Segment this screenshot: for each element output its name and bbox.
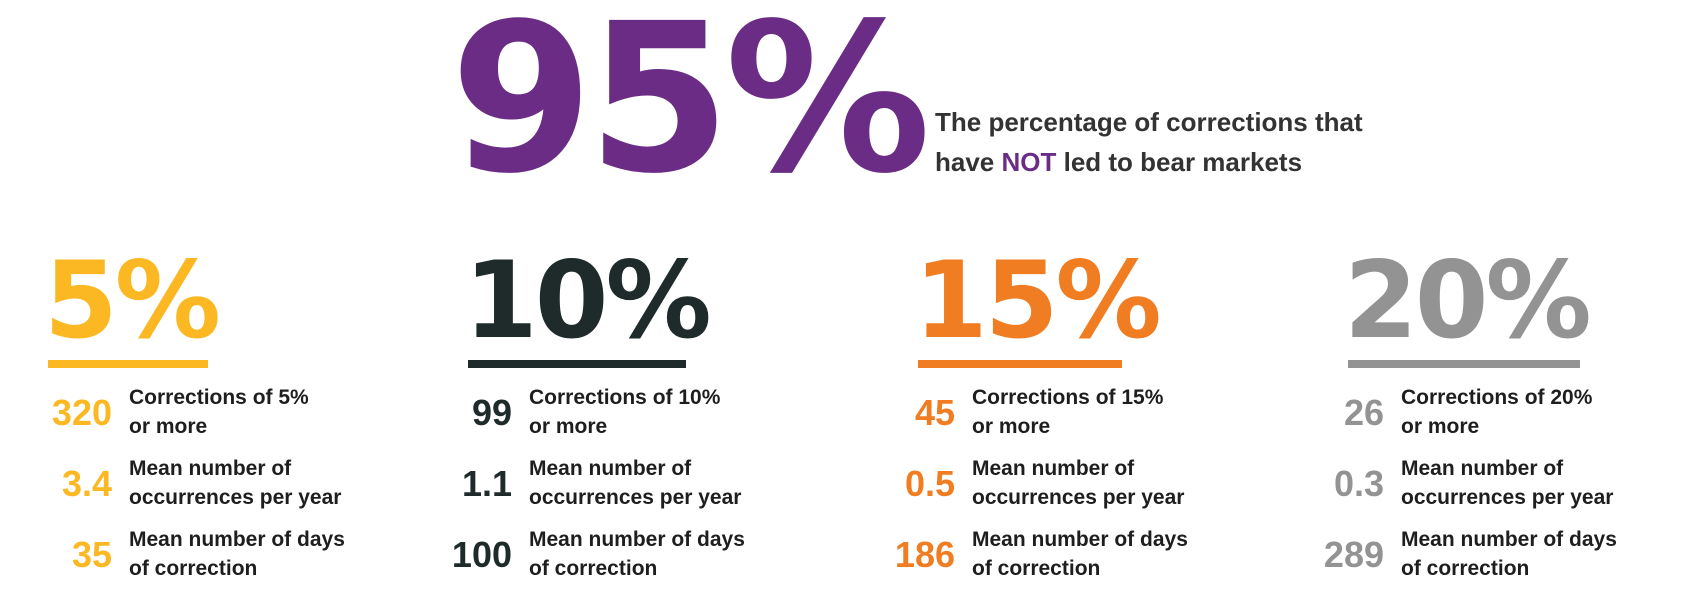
- stat-label-line-1: Mean number of: [129, 457, 292, 480]
- stat-label: Mean number of days of correction: [1401, 525, 1617, 583]
- stat-value: 45: [914, 392, 955, 433]
- stat-value: 0.3: [1333, 463, 1384, 504]
- stat-label-line-1: Corrections of 20%: [1401, 386, 1593, 409]
- stat-label: Corrections of 15% or more: [972, 383, 1163, 441]
- stat-label: Mean number of days of correction: [129, 525, 345, 583]
- stat-label-line-1: Corrections of 15%: [972, 386, 1164, 409]
- stat-value: 289: [1323, 534, 1384, 575]
- stat-row-corrections: 320: [0, 383, 112, 443]
- correction-column-10: 10%: [464, 248, 868, 368]
- stat-value: 1.1: [461, 463, 512, 504]
- hero-caption-emphasis: NOT: [1001, 147, 1057, 177]
- stat-row-occurrences: 1.1: [0, 454, 512, 514]
- stat-label: Mean number of days of correction: [529, 525, 745, 583]
- stat-label-line-1: Mean number of days: [972, 528, 1188, 551]
- stat-value: 26: [1343, 392, 1384, 433]
- stat-label-line-2: or more: [972, 415, 1051, 438]
- stat-label-line-2: of correction: [529, 557, 658, 580]
- stat-label-line-2: occurrences per year: [972, 486, 1185, 509]
- stat-value: 99: [471, 392, 512, 433]
- hero-caption: The percentage of corrections that have …: [935, 102, 1363, 182]
- hero-caption-prefix: have: [935, 147, 1002, 177]
- column-headline: 10%: [464, 239, 712, 362]
- stat-value: 3.4: [61, 463, 112, 504]
- stat-label-line-2: occurrences per year: [1401, 486, 1614, 509]
- stat-label-line-2: occurrences per year: [129, 486, 342, 509]
- stat-label-line-2: of correction: [1401, 557, 1530, 580]
- column-underline: [1348, 360, 1580, 368]
- stat-value: 0.5: [904, 463, 955, 504]
- column-underline: [918, 360, 1122, 368]
- stat-row-corrections: 99: [0, 383, 512, 443]
- stat-value: 35: [71, 534, 112, 575]
- column-headline: 5%: [44, 239, 221, 362]
- stat-value: 100: [451, 534, 512, 575]
- stat-value: 320: [51, 392, 112, 433]
- stat-label-line-1: Mean number of days: [129, 528, 345, 551]
- stat-row-days: 100: [0, 525, 512, 585]
- stat-label-line-1: Corrections of 5%: [129, 386, 309, 409]
- stat-label-line-2: of correction: [129, 557, 258, 580]
- stat-row-occurrences: 3.4: [0, 454, 112, 514]
- stat-label: Mean number of days of correction: [972, 525, 1188, 583]
- stat-row-days: 186: [0, 525, 955, 585]
- column-headline: 20%: [1344, 239, 1592, 362]
- stat-label-line-1: Mean number of days: [1401, 528, 1617, 551]
- stat-label-line-1: Mean number of days: [529, 528, 745, 551]
- hero-caption-line-2: have NOT led to bear markets: [935, 142, 1363, 182]
- hero-caption-suffix: led to bear markets: [1056, 147, 1303, 177]
- stat-label: Corrections of 5% or more: [129, 383, 309, 441]
- stat-row-corrections: 26: [0, 383, 1384, 443]
- stat-label-line-1: Corrections of 10%: [529, 386, 721, 409]
- stat-label-line-2: or more: [529, 415, 608, 438]
- stat-label-line-2: or more: [1401, 415, 1480, 438]
- column-headline: 15%: [914, 239, 1162, 362]
- stat-label: Corrections of 20% or more: [1401, 383, 1592, 441]
- stat-label-line-1: Mean number of: [972, 457, 1135, 480]
- hero-caption-line-1: The percentage of corrections that: [935, 107, 1363, 137]
- stat-value: 186: [894, 534, 955, 575]
- stat-row-occurrences: 0.3: [0, 454, 1384, 514]
- stat-label-line-2: occurrences per year: [529, 486, 742, 509]
- stat-label: Mean number of occurrences per year: [1401, 454, 1613, 512]
- stat-label: Corrections of 10% or more: [529, 383, 720, 441]
- stat-label-line-2: or more: [129, 415, 208, 438]
- stat-row-days: 289: [0, 525, 1384, 585]
- stat-row-days: 35: [0, 525, 112, 585]
- column-underline: [48, 360, 208, 368]
- column-underline: [468, 360, 686, 368]
- stat-label-line-2: of correction: [972, 557, 1101, 580]
- hero-percentage: 95%: [450, 0, 931, 219]
- correction-column-5: 5%: [44, 248, 448, 368]
- stat-label-line-1: Mean number of: [1401, 457, 1564, 480]
- stat-label: Mean number of occurrences per year: [972, 454, 1184, 512]
- correction-column-15: 15%: [914, 248, 1318, 368]
- stat-label: Mean number of occurrences per year: [529, 454, 741, 512]
- stat-row-occurrences: 0.5: [0, 454, 955, 514]
- stat-row-corrections: 45: [0, 383, 955, 443]
- stat-label: Mean number of occurrences per year: [129, 454, 341, 512]
- correction-column-20: 20%: [1344, 248, 1704, 368]
- stat-label-line-1: Mean number of: [529, 457, 692, 480]
